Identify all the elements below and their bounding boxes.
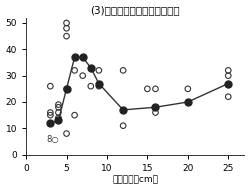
- Point: [64, 132, 68, 135]
- Point: [56, 111, 60, 114]
- Point: [72, 114, 76, 117]
- Point: [81, 74, 85, 77]
- Point: [226, 74, 230, 77]
- Point: [48, 85, 52, 88]
- Point: [72, 69, 76, 72]
- Point: [56, 116, 60, 119]
- X-axis label: 培地深さ（cm）: 培地深さ（cm）: [112, 175, 158, 184]
- Point: [56, 103, 60, 106]
- Point: [154, 87, 158, 90]
- Point: [48, 114, 52, 117]
- Point: [121, 69, 125, 72]
- Point: [186, 87, 190, 90]
- Point: [97, 85, 101, 88]
- Text: 8○: 8○: [46, 135, 59, 144]
- Point: [226, 95, 230, 98]
- Point: [121, 124, 125, 127]
- Point: [56, 106, 60, 109]
- Point: [154, 111, 158, 114]
- Point: [64, 21, 68, 25]
- Point: [64, 27, 68, 30]
- Point: [48, 111, 52, 114]
- Point: [64, 87, 68, 90]
- Point: [226, 69, 230, 72]
- Point: [89, 85, 93, 88]
- Point: [64, 35, 68, 38]
- Title: (3)培地深さと羽化数との関係: (3)培地深さと羽化数との関係: [90, 6, 180, 16]
- Point: [146, 87, 150, 90]
- Point: [97, 69, 101, 72]
